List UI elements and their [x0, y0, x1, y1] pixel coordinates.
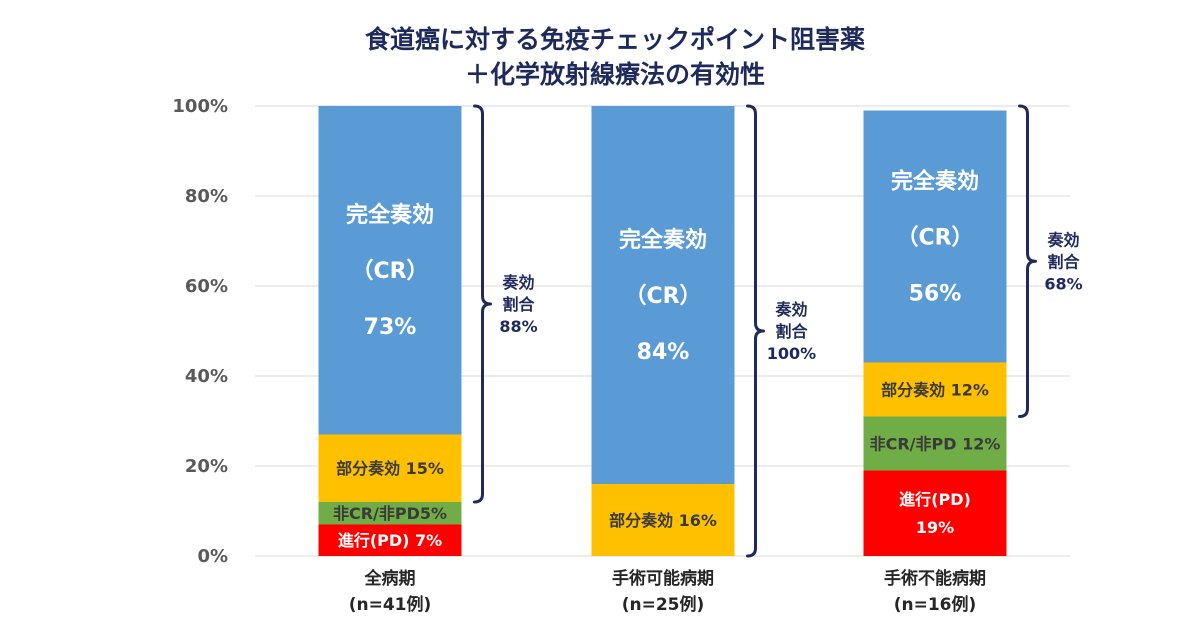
segment-label: 部分奏効 16%	[609, 511, 717, 530]
segment-label: 非CR/非PD5%	[333, 504, 447, 523]
bar-segment	[863, 416, 1007, 471]
y-tick-label: 80%	[185, 186, 228, 207]
category-count-label: (n=41例)	[349, 594, 432, 615]
y-tick-label: 20%	[185, 456, 228, 477]
response-bracket	[746, 104, 765, 558]
chart-title-line1: 食道癌に対する免疫チェックポイント阻害薬	[365, 25, 865, 54]
bar-segment	[318, 502, 462, 525]
y-tick-label: 100%	[172, 96, 228, 117]
bar-segment	[863, 110, 1007, 363]
segment-label: （CR）	[351, 259, 428, 284]
segment-label: 19%	[916, 518, 954, 537]
segment-labels: 進行(PD) 7% 非CR/非PD5% 部分奏効 15% 完全奏効 （CR） 73% 部分奏…	[333, 168, 1000, 550]
response-rate-label: 割合	[775, 322, 808, 341]
category-label: 全病期	[364, 568, 416, 589]
response-bracket	[473, 104, 492, 504]
segment-label: （CR）	[624, 284, 701, 309]
bar-segment	[863, 362, 1007, 417]
segment-label: 部分奏効 12%	[881, 380, 989, 399]
bar-segment	[318, 524, 462, 556]
category-count-label: (n=25例)	[622, 594, 705, 615]
chart-title-line2: ＋化学放射線療法の有効性	[465, 60, 765, 89]
category-label: 手術可能病期	[612, 568, 714, 589]
segment-label: 84%	[637, 340, 690, 365]
bars	[318, 106, 1007, 556]
category-labels: 全病期 (n=41例) 手術可能病期 (n=25例) 手術不能病期 (n=16例)	[349, 568, 986, 615]
response-rate-label: 88%	[499, 317, 537, 336]
response-rate-label: 68%	[1044, 274, 1082, 293]
segment-label: 進行(PD)	[899, 490, 971, 509]
y-tick-label: 40%	[185, 366, 228, 387]
segment-label: 非CR/非PD 12%	[870, 434, 1001, 453]
segment-label: （CR）	[896, 225, 973, 250]
segment-label: 完全奏効	[619, 227, 707, 253]
response-rate-label: 100%	[767, 344, 816, 363]
response-rate-label: 割合	[502, 295, 535, 314]
segment-label: 完全奏効	[346, 202, 434, 228]
bar-segment	[318, 434, 462, 502]
segment-label: 56%	[909, 281, 962, 306]
category-label: 手術不能病期	[884, 568, 986, 589]
segment-label: 73%	[364, 315, 417, 340]
response-rate-label: 奏効	[501, 273, 534, 292]
y-tick-label: 60%	[185, 276, 228, 297]
segment-label: 進行(PD) 7%	[338, 531, 442, 550]
response-rate-label: 奏効	[1046, 230, 1079, 249]
bar-segment	[318, 106, 462, 435]
bar-segment	[863, 470, 1007, 556]
segment-label: 部分奏効 15%	[336, 459, 444, 478]
response-rate-label: 割合	[1047, 252, 1080, 271]
response-rate-label: 奏効	[774, 300, 807, 319]
bar-segment	[591, 106, 735, 484]
segment-label: 完全奏効	[891, 168, 979, 194]
bar-segment	[591, 484, 735, 556]
response-bracket	[1018, 104, 1037, 418]
y-tick-label: 0%	[197, 546, 228, 567]
category-count-label: (n=16例)	[894, 594, 977, 615]
y-axis-ticks: 0% 20% 40% 60% 80% 100%	[172, 96, 228, 567]
